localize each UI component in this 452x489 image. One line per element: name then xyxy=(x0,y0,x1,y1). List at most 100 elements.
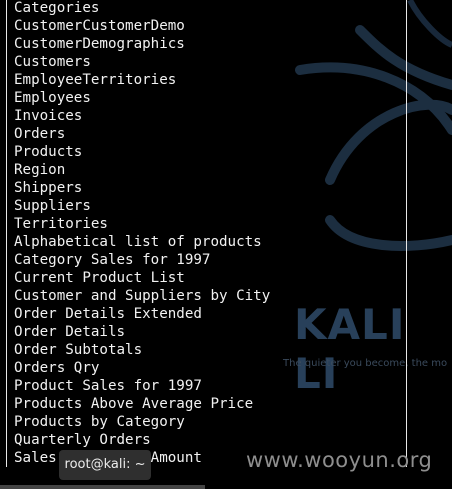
table-border-right xyxy=(406,413,407,431)
table-row: Categories xyxy=(0,0,452,17)
table-border-left xyxy=(6,305,7,323)
table-cell: Current Product List xyxy=(14,270,185,286)
table-row: Products Above Average Price xyxy=(0,395,452,413)
table-border-right xyxy=(406,233,407,251)
table-border-right xyxy=(406,431,407,449)
table-border-right xyxy=(406,89,407,107)
table-border-left xyxy=(6,161,7,179)
table-row: CustomerCustomerDemo xyxy=(0,17,452,35)
table-border-right xyxy=(406,35,407,53)
table-cell: Order Details xyxy=(14,324,126,340)
table-cell: Territories xyxy=(14,216,108,232)
table-row: EmployeeTerritories xyxy=(0,71,452,89)
table-border-right xyxy=(406,53,407,71)
table-cell: EmployeeTerritories xyxy=(14,72,177,88)
table-border-left xyxy=(6,125,7,143)
table-border-right xyxy=(406,305,407,323)
table-border-right xyxy=(406,17,407,35)
table-row: Products xyxy=(0,143,452,161)
table-cell: Products by Category xyxy=(14,414,185,430)
table-border-left xyxy=(6,395,7,413)
table-cell: Customers xyxy=(14,54,91,70)
table-cell: Category Sales for 1997 xyxy=(14,252,211,268)
table-border-right xyxy=(406,71,407,89)
table-cell: CustomerDemographics xyxy=(14,36,185,52)
table-row: Invoices xyxy=(0,107,452,125)
window-tooltip: root@kali: ~ xyxy=(59,450,151,480)
kali-logo-text: KALI LI xyxy=(294,300,406,398)
table-row: Order Subtotals xyxy=(0,341,452,359)
table-border-left xyxy=(6,89,7,107)
table-border-left xyxy=(6,449,7,467)
table-border-left xyxy=(6,215,7,233)
table-border-left xyxy=(6,269,7,287)
table-cell: Orders xyxy=(14,126,66,142)
table-border-left xyxy=(6,323,7,341)
table-border-right xyxy=(406,107,407,125)
table-border-left xyxy=(6,53,7,71)
table-border-right xyxy=(406,215,407,233)
table-cell: Product Sales for 1997 xyxy=(14,378,202,394)
table-row: Order Details Extended xyxy=(0,305,452,323)
table-border-left xyxy=(6,341,7,359)
table-border-right xyxy=(406,341,407,359)
table-cell: Alphabetical list of products xyxy=(14,234,262,250)
table-border-left xyxy=(6,35,7,53)
table-border-left xyxy=(6,143,7,161)
table-row: Customer and Suppliers by City xyxy=(0,287,452,305)
table-cell: Suppliers xyxy=(14,198,91,214)
table-row: Customers xyxy=(0,53,452,71)
table-border-right xyxy=(406,197,407,215)
table-border-right xyxy=(406,377,407,395)
table-border-left xyxy=(6,251,7,269)
table-border-left xyxy=(6,107,7,125)
table-border-left xyxy=(6,413,7,431)
table-cell: Invoices xyxy=(14,108,83,124)
table-row: CustomerDemographics xyxy=(0,35,452,53)
table-row: Product Sales for 1997 xyxy=(0,377,452,395)
table-border-left xyxy=(6,17,7,35)
table-border-left xyxy=(6,71,7,89)
table-border-right xyxy=(406,179,407,197)
table-cell: CustomerCustomerDemo xyxy=(14,18,185,34)
table-border-right xyxy=(406,143,407,161)
table-border-left xyxy=(6,431,7,449)
table-row: Territories xyxy=(0,215,452,233)
table-cell: Categories xyxy=(14,0,100,16)
table-border-right xyxy=(406,269,407,287)
table-row: Suppliers xyxy=(0,197,452,215)
table-border-right xyxy=(406,125,407,143)
table-border-left xyxy=(6,377,7,395)
horizontal-scrollbar[interactable] xyxy=(0,485,205,489)
table-border-left xyxy=(6,233,7,251)
table-cell: Products xyxy=(14,144,83,160)
table-border-left xyxy=(6,359,7,377)
table-cell: Customer and Suppliers by City xyxy=(14,288,271,304)
table-border-left xyxy=(6,287,7,305)
table-cell: Order Details Extended xyxy=(14,306,202,322)
kali-tagline: The quieter you become, the mo xyxy=(283,358,448,369)
table-cell: Employees xyxy=(14,90,91,106)
table-border-right xyxy=(406,161,407,179)
table-row: Products by Category xyxy=(0,413,452,431)
table-cell: Products Above Average Price xyxy=(14,396,254,412)
table-border-right xyxy=(406,449,407,467)
table-border-right xyxy=(406,287,407,305)
table-row: Orders xyxy=(0,125,452,143)
table-row: Alphabetical list of products xyxy=(0,233,452,251)
table-cell: Shippers xyxy=(14,180,83,196)
table-border-right xyxy=(406,0,407,17)
watermark: www.wooyun.org xyxy=(246,448,433,472)
table-border-right xyxy=(406,359,407,377)
table-row: Shippers xyxy=(0,179,452,197)
table-row: Current Product List xyxy=(0,269,452,287)
table-row: Orders Qry xyxy=(0,359,452,377)
table-border-right xyxy=(406,251,407,269)
table-row: Order Details xyxy=(0,323,452,341)
table-row: Region xyxy=(0,161,452,179)
table-row: Employees xyxy=(0,89,452,107)
table-row: Quarterly Orders xyxy=(0,431,452,449)
table-cell: Quarterly Orders xyxy=(14,432,151,448)
